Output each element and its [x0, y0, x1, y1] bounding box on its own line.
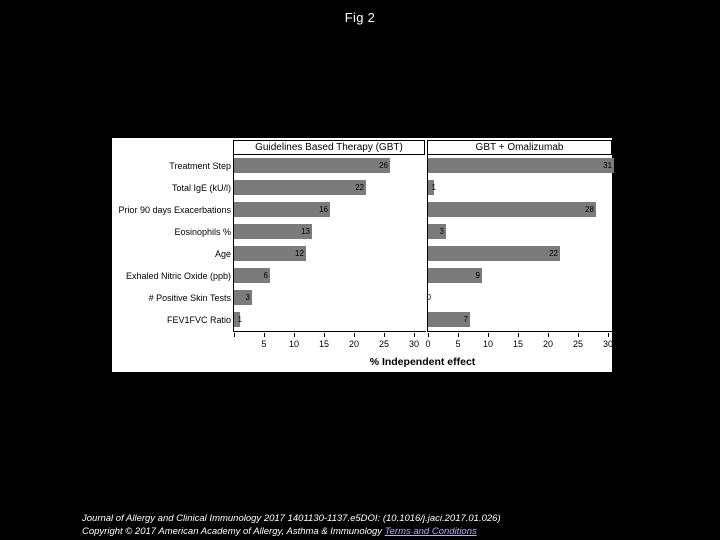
tick-label: 25 — [572, 339, 583, 349]
bar — [428, 268, 482, 283]
tick-label: 5 — [455, 339, 461, 349]
tick-label: 20 — [542, 339, 553, 349]
bar-value-label: 6 — [263, 271, 268, 280]
bar-value-label: 0 — [426, 293, 431, 302]
tick-mark — [384, 333, 385, 337]
category-label: Treatment Step — [169, 161, 231, 171]
tick-mark — [458, 333, 459, 337]
bar-value-label: 16 — [319, 205, 328, 214]
category-label: Total IgE (kU/l) — [171, 183, 231, 193]
tick-mark — [548, 333, 549, 337]
bar — [234, 224, 312, 239]
tick-mark — [608, 333, 609, 337]
tick-label: 10 — [288, 339, 299, 349]
citation-line1: Journal of Allergy and Clinical Immunolo… — [82, 513, 501, 524]
tick-label: 15 — [512, 339, 523, 349]
tick-mark — [488, 333, 489, 337]
bar — [234, 202, 330, 217]
omalizumab-plot-area: 31 1 28 3 22 9 0 7 0 5 10 15 20 25 30 — [425, 155, 614, 349]
bar — [428, 224, 446, 239]
gbt-plot-area: 26 22 16 13 12 6 3 1 5 10 15 20 25 30 — [233, 155, 426, 349]
bar — [234, 246, 306, 261]
category-label: Eosinophils % — [174, 227, 231, 237]
bar — [428, 180, 434, 195]
category-label: Exhaled Nitric Oxide (ppb) — [125, 271, 231, 281]
tick-label: 10 — [482, 339, 493, 349]
tick-label: 0 — [425, 339, 431, 349]
tick-label: 15 — [318, 339, 329, 349]
tick-mark — [428, 333, 429, 337]
bar-value-label: 22 — [355, 183, 364, 192]
copyright-text: Copyright © 2017 American Academy of All… — [82, 526, 385, 537]
category-labels: Treatment Step Total IgE (kU/l) Prior 90 d… — [114, 155, 231, 331]
bar — [234, 312, 240, 327]
bar — [428, 158, 614, 173]
bar-value-label: 7 — [463, 315, 468, 324]
bar-value-label: 9 — [475, 271, 480, 280]
category-label: Age — [214, 249, 231, 259]
bar-value-label: 26 — [379, 161, 388, 170]
tick-label: 30 — [408, 339, 419, 349]
category-label: FEV1FVC Ratio — [166, 315, 231, 325]
figure-panel: Guidelines Based Therapy (GBT) GBT + Oma… — [112, 138, 614, 372]
terms-link[interactable]: Terms and Conditions — [384, 526, 477, 537]
tick-label: 25 — [378, 339, 389, 349]
bar — [428, 246, 560, 261]
citation-footer: Journal of Allergy and Clinical Immunolo… — [82, 512, 501, 538]
bar-value-label: 13 — [301, 227, 310, 236]
tick-mark — [234, 333, 235, 337]
bar-value-label: 3 — [245, 293, 250, 302]
tick-label: 20 — [348, 339, 359, 349]
tick-mark — [324, 333, 325, 337]
bar-value-label: 31 — [603, 161, 612, 170]
tick-label: 5 — [261, 339, 267, 349]
category-label: # Positive Skin Tests — [148, 293, 231, 303]
left-panel-header: Guidelines Based Therapy (GBT) — [233, 140, 425, 155]
bar-value-label: 3 — [439, 227, 444, 236]
right-panel-header: GBT + Omalizumab — [427, 140, 612, 155]
bar — [234, 180, 366, 195]
bar — [428, 202, 596, 217]
citation-line2: Copyright © 2017 American Academy of All… — [82, 525, 501, 538]
tick-mark — [414, 333, 415, 337]
tick-mark — [518, 333, 519, 337]
bar — [234, 158, 390, 173]
tick-label: 30 — [602, 339, 613, 349]
bar-value-label: 12 — [295, 249, 304, 258]
bar-value-label: 1 — [431, 183, 436, 192]
category-label: Prior 90 days Exacerbations — [118, 205, 231, 215]
bar — [234, 268, 270, 283]
tick-mark — [578, 333, 579, 337]
bar-value-label: 22 — [549, 249, 558, 258]
tick-mark — [294, 333, 295, 337]
x-axis-label: % Independent effect — [369, 356, 476, 368]
bar — [234, 290, 252, 305]
figure-title: Fig 2 — [344, 10, 376, 25]
bar-value-label: 1 — [237, 315, 242, 324]
tick-mark — [354, 333, 355, 337]
bar — [428, 312, 470, 327]
bar-value-label: 28 — [585, 205, 594, 214]
tick-mark — [264, 333, 265, 337]
